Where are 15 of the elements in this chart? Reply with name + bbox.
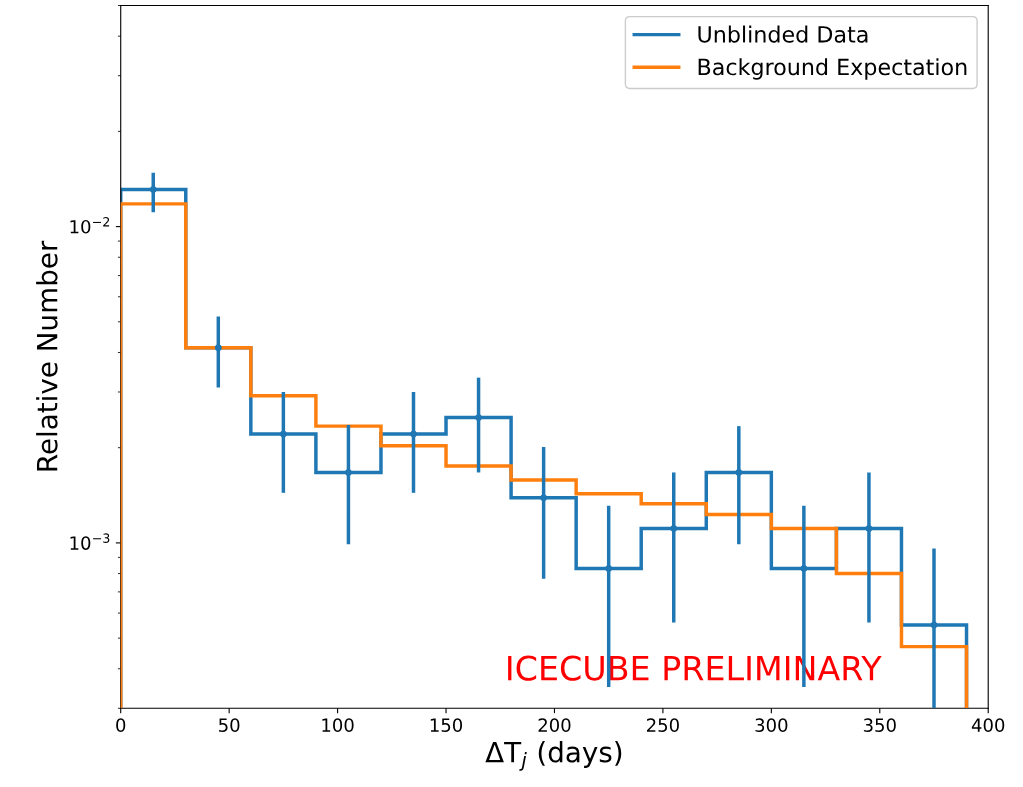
x-tick-label: 100 bbox=[322, 718, 354, 732]
x-tick-label: 350 bbox=[863, 718, 896, 732]
x-tick-label: 50 bbox=[219, 718, 240, 732]
legend-label: Background Expectation bbox=[698, 58, 967, 80]
x-tick-label: 150 bbox=[430, 718, 463, 732]
x-tick-label: 300 bbox=[755, 718, 788, 732]
x-axis-title: ΔT$_{j}$ (days) bbox=[485, 741, 622, 771]
legend-label: Unblinded Data bbox=[698, 25, 868, 43]
y-tick-label: 10$^{−3}$ bbox=[70, 533, 110, 550]
x-tick-label: 250 bbox=[647, 718, 679, 732]
x-tick-label: 200 bbox=[538, 718, 571, 732]
y-axis-title: Relative Number bbox=[36, 240, 58, 471]
x-tick-label: 0 bbox=[116, 718, 126, 732]
x-tick-label: 400 bbox=[971, 718, 1005, 732]
y-tick-label: 10$^{−2}$ bbox=[70, 217, 110, 234]
